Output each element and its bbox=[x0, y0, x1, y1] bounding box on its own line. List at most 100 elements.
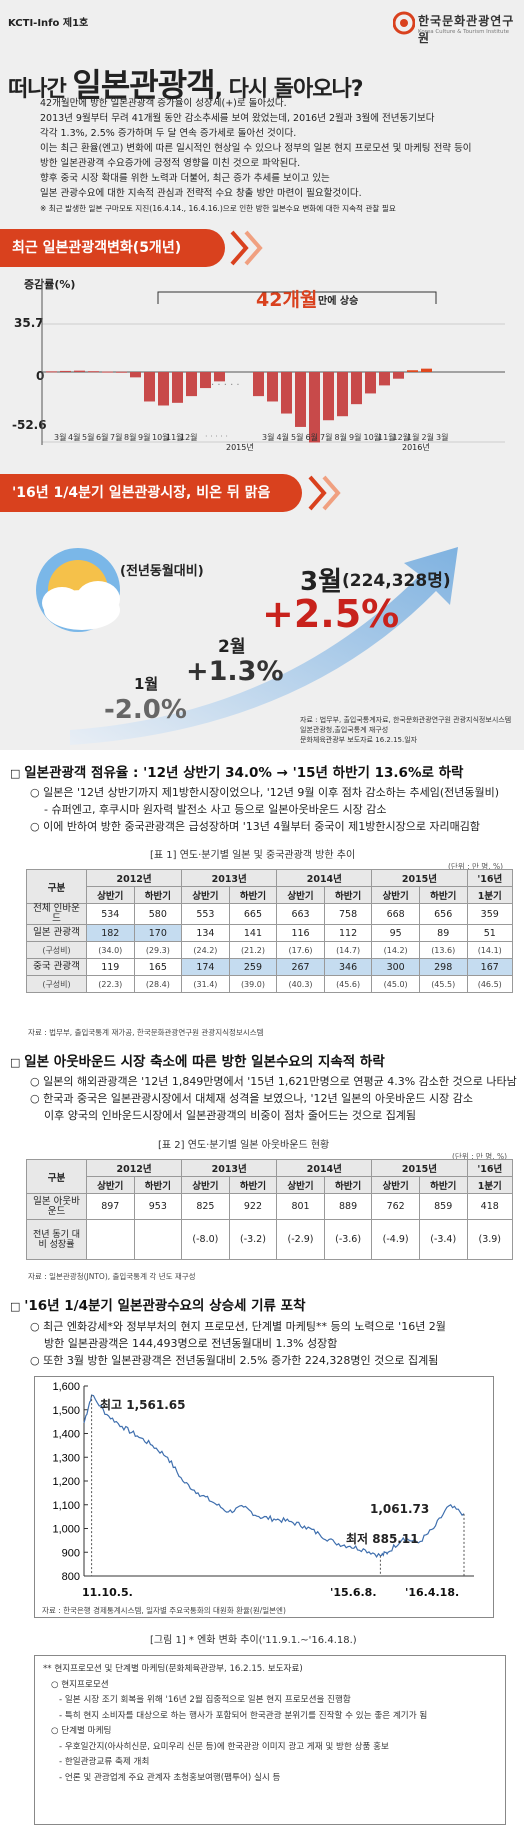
bar-b-3 bbox=[295, 372, 306, 427]
month-tick-b: 3월 bbox=[262, 433, 275, 442]
table1-head-gubun: 구분 bbox=[26, 869, 87, 904]
month-tick-b: 3월 bbox=[436, 433, 449, 442]
table1-caption: [표 1] 연도·분기별 일본 및 중국관광객 방한 추이 bbox=[150, 850, 356, 861]
table2-source: 자료 : 일본관광청(JNTO), 출입국통계 각 년도 재구성 bbox=[28, 1272, 196, 1281]
ytick-min: -52.6 bbox=[12, 418, 47, 432]
month-tick-b: 11월 bbox=[378, 433, 396, 442]
bar-a-3 bbox=[88, 371, 99, 373]
bar-b-2 bbox=[281, 372, 292, 414]
month-tick-a: 11월 bbox=[166, 433, 184, 442]
bar-a-9 bbox=[172, 372, 183, 403]
section3-heading: □ '16년 1/4분기 일본관광수요의 상승세 기류 포착 bbox=[10, 1298, 306, 1314]
table-row: 전년 동기 대비 성장률 (-8.0) (-3.2) (-2.9) (-3.6) (-4… bbox=[26, 1219, 513, 1260]
table2-half: 하반기 bbox=[228, 1176, 278, 1194]
jan-value: -2.0% bbox=[104, 695, 187, 725]
table2-head-2016: '16년 bbox=[466, 1159, 513, 1177]
table2-caption: [표 2] 연도·분기별 일본 아웃바운드 현황 bbox=[158, 1140, 330, 1151]
chart-gap-dots-x: · · · · · bbox=[205, 432, 228, 441]
month-tick-a: 5월 bbox=[82, 433, 95, 442]
year-label-2016: 2016년 bbox=[402, 443, 430, 452]
table2-half: 하반기 bbox=[133, 1176, 183, 1194]
table-row: 일본 관광객 182 170 134 141 116 112 95 89 51 bbox=[26, 924, 513, 942]
fx-ytick-label: 1,400 bbox=[52, 1429, 80, 1441]
org-name-en: Korea Culture & Tourism Institute bbox=[418, 29, 510, 35]
table1-half: 하반기 bbox=[323, 886, 373, 904]
bar-a-11 bbox=[200, 372, 211, 389]
month-tick-a: 9월 bbox=[138, 433, 151, 442]
annotation-42months: 42개월 bbox=[256, 289, 318, 311]
fx-max-label: 최고 1,561.65 bbox=[100, 1398, 186, 1412]
quarter-source: 자료 : 법무부, 출입국통계자료, 한국문화관광연구원 관광지식정보시스템 일본… bbox=[300, 716, 512, 744]
bar-b-5 bbox=[323, 372, 334, 421]
mar-value: +2.5% bbox=[262, 592, 400, 636]
table1-half: 1분기 bbox=[466, 886, 513, 904]
fx-last-label: 1,061.73 bbox=[370, 1502, 430, 1516]
section2-heading: □ 일본 아웃바운드 시장 축소에 따른 방한 일본수요의 지속적 하락 bbox=[10, 1054, 385, 1070]
mar-label: 3월 bbox=[300, 567, 343, 597]
fx-ytick-label: 1,200 bbox=[52, 1476, 80, 1488]
section3-text: ○ 최근 엔화강세*와 정부부처의 현지 프로모션, 단계별 마케팅** 등의 … bbox=[30, 1320, 446, 1367]
bar-a-12 bbox=[214, 372, 225, 382]
month-tick-a: 10월 bbox=[152, 433, 170, 442]
intro-text: 42개월만에 방한 일본관광객 증가율이 성장세(+)로 돌아섰다. 2013년 … bbox=[40, 98, 472, 213]
page-title: 떠나간 일본관광객, 다시 돌아오나? bbox=[8, 66, 363, 104]
bar-b-1 bbox=[267, 372, 278, 402]
feb-value: +1.3% bbox=[186, 656, 284, 687]
fx-series-line bbox=[83, 1394, 465, 1559]
fx-ytick-label: 900 bbox=[62, 1547, 80, 1559]
table2-half: 상반기 bbox=[276, 1176, 325, 1194]
fx-x-end: '16.4.18. bbox=[405, 1586, 460, 1599]
table-row: 전체 인바운드 534 580 553 665 663 758 668 656 359 bbox=[26, 903, 513, 925]
bar-a-4 bbox=[102, 371, 113, 373]
section-banner-q1: '16년 1/4분기 일본관광시장, 비온 뒤 맑음 bbox=[0, 474, 302, 512]
fx-chart-frame bbox=[34, 1376, 494, 1618]
rising-arrow-graphic bbox=[36, 547, 458, 745]
ytick-zero: 0 bbox=[36, 369, 45, 383]
section1-heading: □ 일본관광객 점유율 : '12년 상반기 34.0% → '15년 하반기 … bbox=[10, 765, 464, 781]
ytick-max: 35.7 bbox=[14, 316, 44, 330]
month-tick-a: 3월 bbox=[54, 433, 67, 442]
table2-half: 1분기 bbox=[466, 1176, 513, 1194]
month-tick-a: 12월 bbox=[180, 433, 198, 442]
fx-ytick-label: 1,000 bbox=[52, 1524, 80, 1536]
table2-unit: (단위 : 만 명, %) bbox=[452, 1152, 508, 1161]
table2-head-2014: 2014년 bbox=[276, 1159, 373, 1177]
bar-b-10 bbox=[393, 372, 404, 379]
month-tick-b: 8월 bbox=[334, 433, 347, 442]
bar-b-4 bbox=[309, 372, 320, 443]
section1-text: ○ 일본은 '12년 상반기까지 제1방한시장이었으나, '12년 9월 이후 … bbox=[30, 786, 500, 833]
chevron-icon bbox=[230, 230, 263, 266]
table-row: 일본 아웃바운드 897 953 825 922 801 889 762 859 418 bbox=[26, 1193, 513, 1220]
table1-half: 하반기 bbox=[133, 886, 183, 904]
table1-source: 자료 : 법무부, 출입국통계 재가공, 한국문화관광연구원 관광지식정보시스템 bbox=[28, 1028, 264, 1037]
table1: 구분 2012년 2013년 2014년 2015년 '16년 상반기 하반기 상… bbox=[26, 869, 513, 993]
fx-x-mid: '15.6.8. bbox=[330, 1586, 377, 1599]
bar-a-7 bbox=[144, 372, 155, 402]
table2-half: 상반기 bbox=[181, 1176, 230, 1194]
yoy-label: (전년동월대비) bbox=[120, 564, 204, 579]
fx-caption: [그림 1] * 엔화 변화 추이('11.9.1.~'16.4.18.) bbox=[150, 1635, 357, 1646]
bar-b-8 bbox=[365, 372, 376, 394]
bar-a-0 bbox=[46, 371, 57, 373]
month-tick-a: 7월 bbox=[110, 433, 123, 442]
marketing-footnote-box: ** 현지프로모션 및 단계별 마케팅(문화체육관광부, 16.2.15. 보도… bbox=[34, 1655, 506, 1825]
month-tick-a: 4월 bbox=[68, 433, 81, 442]
month-tick-b: 4월 bbox=[276, 433, 289, 442]
bar-b-9 bbox=[379, 372, 390, 386]
fx-ytick-label: 800 bbox=[62, 1571, 80, 1583]
month-tick-b: 10월 bbox=[363, 433, 382, 442]
month-tick-a: 6월 bbox=[96, 433, 109, 442]
fx-ytick-label: 1,100 bbox=[52, 1500, 80, 1512]
month-tick-b: 7월 bbox=[320, 433, 333, 442]
table1-head-2014: 2014년 bbox=[276, 869, 373, 887]
table1-head-2012: 2012년 bbox=[85, 869, 183, 887]
month-tick-b: 12월 bbox=[392, 433, 411, 442]
fx-x-start: 11.10.5. bbox=[82, 1586, 133, 1599]
growth-bar-chart bbox=[41, 280, 505, 445]
month-tick-b: 5월 bbox=[291, 433, 304, 442]
table1-half: 상반기 bbox=[371, 886, 420, 904]
table2-head-2015: 2015년 bbox=[371, 1159, 468, 1177]
month-tick-b: 9월 bbox=[349, 433, 362, 442]
table1-half: 상반기 bbox=[181, 886, 230, 904]
annotation-rise: 만에 상승 bbox=[318, 296, 359, 307]
